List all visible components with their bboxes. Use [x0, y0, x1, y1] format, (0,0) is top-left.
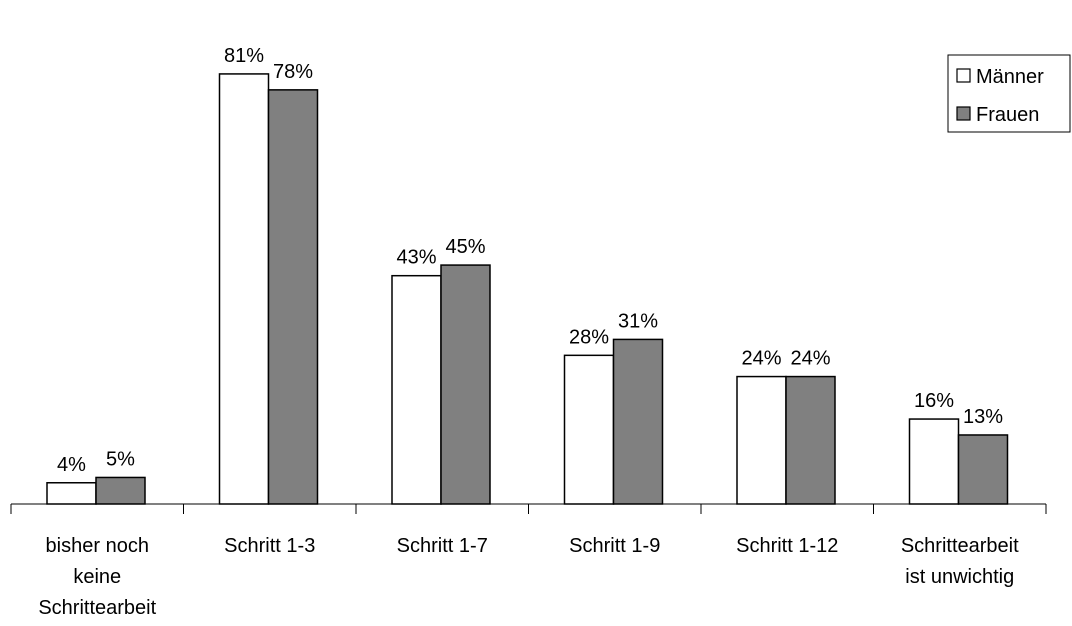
x-tick-label: Schritt 1-12: [736, 535, 838, 557]
x-tick-label-line: Schrittearbeit: [901, 535, 1019, 557]
data-label: 16%: [914, 390, 954, 412]
data-label: 81%: [224, 45, 264, 67]
legend-swatch-maenner: [956, 68, 971, 83]
data-label: 28%: [569, 326, 609, 348]
value-labels-layer: 4% 81% 43% 28% 24% 16% 5% 78% 45% 31% 24% 13%: [57, 45, 1003, 476]
x-tick-label: bisher noch keine Schrittearbeit: [38, 535, 156, 619]
data-label: 4%: [57, 454, 86, 476]
x-tick-label-line: Schritt 1-3: [224, 535, 315, 557]
x-tick-label-line: Schritt 1-7: [397, 535, 488, 557]
bar-frauen-0: [95, 476, 146, 505]
x-tick-label: Schrittearbeit ist unwichtig: [901, 535, 1019, 588]
bar-frauen-4: [785, 375, 836, 505]
data-label: 78%: [273, 61, 313, 83]
bar-maenner-5: [908, 418, 960, 505]
bar-frauen-1: [267, 89, 319, 505]
data-label: 24%: [741, 348, 781, 370]
x-tick-label: Schritt 1-9: [569, 535, 660, 557]
category-labels-layer: bisher noch keine Schrittearbeit Schritt 1-…: [38, 535, 1019, 619]
x-tick-label: Schritt 1-3: [224, 535, 315, 557]
bar-frauen-2: [440, 264, 491, 505]
legend: Männer Frauen: [947, 54, 1071, 133]
data-label: 24%: [790, 348, 830, 370]
data-label: 31%: [618, 310, 658, 332]
x-tick-label-line: bisher noch: [46, 535, 149, 557]
x-tick-label-line: Schritt 1-12: [736, 535, 838, 557]
x-tick-label: Schritt 1-7: [397, 535, 488, 557]
bar-maenner-3: [563, 354, 615, 505]
bar-maenner-4: [736, 375, 787, 505]
bars-layer: [46, 73, 1009, 505]
data-label: 5%: [106, 448, 135, 470]
data-label: 45%: [445, 236, 485, 258]
x-tick-label-line: Schrittearbeit: [38, 597, 156, 619]
x-tick-label-line: Schritt 1-9: [569, 535, 660, 557]
bar-maenner-1: [218, 73, 270, 505]
data-label: 43%: [396, 247, 436, 269]
legend-label-maenner: Männer: [976, 66, 1044, 88]
bar-maenner-0: [46, 482, 97, 505]
data-label: 13%: [963, 406, 1003, 428]
legend-label-frauen: Frauen: [976, 104, 1039, 126]
x-tick-label-line: keine: [73, 566, 121, 588]
bar-frauen-3: [612, 338, 664, 505]
bar-frauen-5: [957, 434, 1009, 505]
x-axis: [10, 503, 1047, 514]
bar-maenner-2: [391, 274, 442, 505]
legend-swatch-frauen: [956, 106, 971, 121]
x-tick-label-line: ist unwichtig: [905, 566, 1014, 588]
